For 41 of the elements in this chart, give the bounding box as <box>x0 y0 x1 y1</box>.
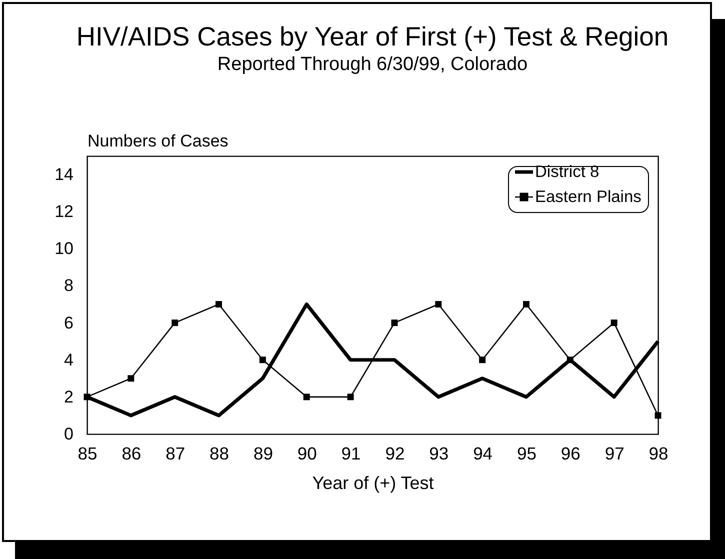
x-tick-label: 91 <box>341 444 361 464</box>
x-tick-label: 93 <box>429 444 449 464</box>
point <box>172 320 178 326</box>
y-tick-label: 14 <box>54 165 74 184</box>
point <box>566 356 574 364</box>
point <box>84 394 90 400</box>
y-tick-label: 4 <box>64 350 74 370</box>
x-tick-label: 90 <box>297 444 318 464</box>
point <box>259 356 266 364</box>
x-tick-label: 97 <box>604 444 624 464</box>
x-tick-label: 95 <box>516 444 536 464</box>
y-tick-label: 8 <box>64 276 74 296</box>
x-tick-label: 87 <box>166 444 186 464</box>
x-tick-label: 98 <box>648 444 668 464</box>
chart-title: HIV/AIDS Cases by Year of First (+) Test & Region <box>76 22 669 52</box>
y-tick-label: 0 <box>64 424 74 444</box>
point <box>128 375 134 382</box>
point <box>391 320 398 326</box>
x-axis-title: Year of (+) Test <box>312 473 434 493</box>
point <box>522 301 530 308</box>
point <box>610 320 618 326</box>
x-tick-label: 96 <box>560 444 580 464</box>
y-tick-label: 6 <box>64 313 74 332</box>
x-tick-label: 88 <box>210 444 230 464</box>
point <box>347 394 354 400</box>
point <box>216 301 222 308</box>
x-tick-label: 86 <box>122 444 142 464</box>
y-tick-label: 10 <box>54 239 74 258</box>
x-tick-label: 89 <box>253 444 273 464</box>
x-tick-label: 85 <box>78 444 98 464</box>
point <box>303 394 310 400</box>
x-tick-label: 92 <box>385 444 405 464</box>
x-tick-label: 94 <box>473 444 493 464</box>
y-axis-title: Numbers of Cases <box>88 132 228 150</box>
y-tick-label: 12 <box>54 202 74 222</box>
chart-subtitle: Reported Through 6/30/99, Colorado <box>217 54 528 75</box>
legend-label: Eastern Plains <box>535 188 642 206</box>
y-tick-label: 2 <box>64 387 74 406</box>
point <box>479 356 486 364</box>
point <box>654 412 662 419</box>
point <box>435 301 442 308</box>
